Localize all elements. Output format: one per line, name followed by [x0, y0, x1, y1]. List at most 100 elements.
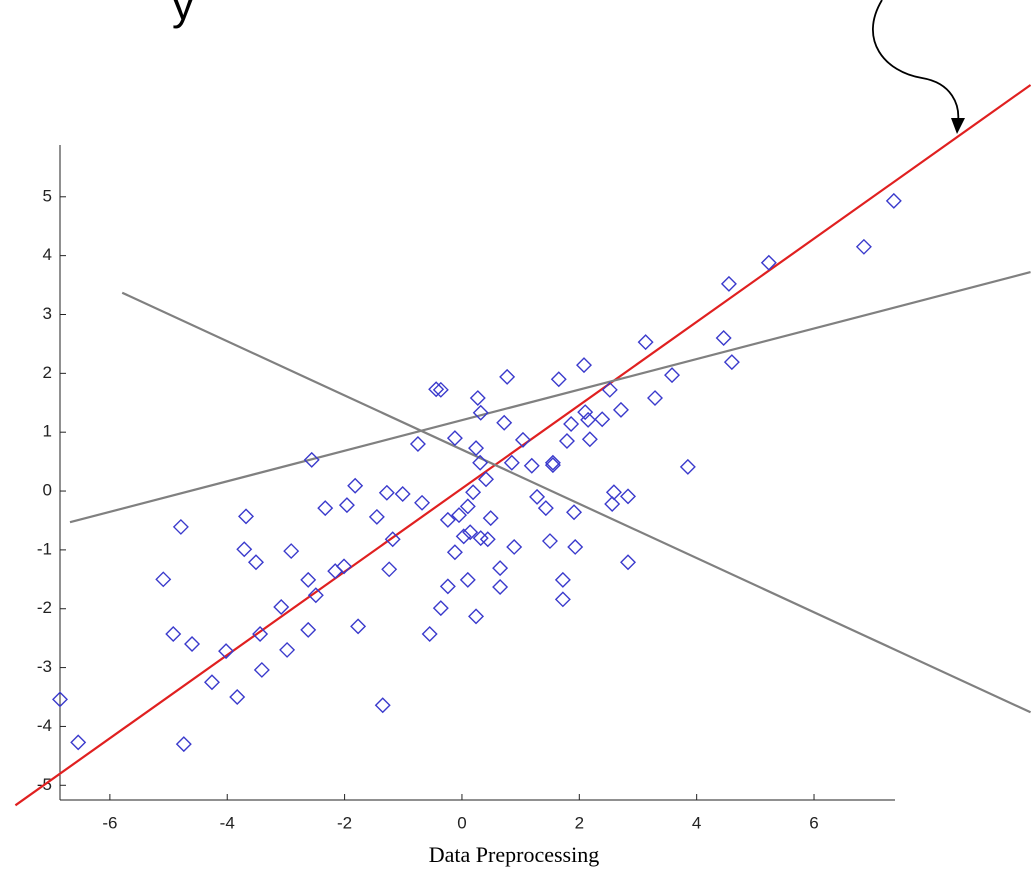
data-point — [394, 485, 411, 502]
data-point — [203, 674, 220, 691]
data-point — [469, 390, 486, 407]
data-point — [612, 401, 629, 418]
y-tick-label: 0 — [43, 481, 52, 500]
data-point — [554, 591, 571, 608]
data-point — [218, 643, 235, 660]
data-point — [446, 544, 463, 561]
y-tick-label: 5 — [43, 186, 52, 205]
data-point — [338, 497, 355, 514]
data-point — [184, 636, 201, 653]
data-point — [715, 330, 732, 347]
fit-line — [14, 84, 1031, 807]
data-point — [455, 528, 472, 545]
data-point — [523, 457, 540, 474]
data-point — [723, 354, 740, 371]
data-point — [620, 554, 637, 571]
data-point — [247, 554, 264, 571]
data-point — [468, 608, 485, 625]
data-point — [307, 587, 324, 604]
data-point — [350, 618, 367, 635]
data-point — [472, 454, 489, 471]
data-point — [229, 689, 246, 706]
data-point — [637, 334, 654, 351]
data-point — [468, 440, 485, 457]
data-point — [563, 415, 580, 432]
y-tick-label: -2 — [37, 598, 52, 617]
data-point — [172, 518, 189, 535]
data-point — [496, 414, 513, 431]
data-point — [252, 626, 269, 643]
data-point — [664, 367, 681, 384]
data-point — [760, 254, 777, 271]
data-point — [506, 538, 523, 555]
data-point — [529, 488, 546, 505]
x-tick-label: -2 — [337, 813, 352, 832]
y-tick-label: -4 — [37, 716, 52, 735]
data-point — [465, 484, 482, 501]
data-point — [492, 560, 509, 577]
data-point — [885, 192, 902, 209]
data-point — [544, 457, 561, 474]
data-point — [428, 381, 445, 398]
data-point — [514, 431, 531, 448]
data-point — [478, 471, 494, 488]
data-point — [581, 431, 598, 448]
data-point — [283, 543, 300, 560]
data-point — [620, 488, 637, 505]
data-point — [472, 404, 489, 421]
data-point — [576, 357, 592, 374]
data-point — [165, 626, 182, 643]
data-point — [300, 571, 317, 588]
data-point — [451, 507, 468, 524]
x-tick-label: 6 — [809, 813, 818, 832]
y-tick-label: 2 — [43, 363, 52, 382]
data-point — [567, 538, 584, 555]
data-point — [381, 561, 398, 578]
data-point — [720, 275, 737, 292]
data-point — [303, 451, 320, 468]
data-point — [155, 571, 172, 588]
data-point — [558, 433, 575, 450]
data-point — [238, 508, 255, 525]
y-tick-label: 4 — [43, 245, 52, 264]
data-point — [604, 495, 621, 512]
x-axis-label: Data Preprocessing — [429, 842, 599, 867]
data-point — [479, 531, 496, 548]
data-point — [253, 661, 270, 678]
data-point — [594, 411, 611, 428]
data-point — [472, 530, 489, 547]
data-point — [566, 504, 583, 521]
data-point — [537, 500, 554, 517]
x-tick-label: 2 — [575, 813, 584, 832]
data-point — [459, 498, 476, 515]
data-point — [432, 381, 449, 398]
data-point — [601, 381, 618, 398]
data-point — [347, 477, 364, 494]
arrow — [872, 0, 960, 123]
data-point — [432, 600, 449, 617]
y-tick-label: -3 — [37, 657, 52, 676]
data-point — [679, 458, 696, 475]
data-point — [503, 454, 520, 471]
data-point — [317, 500, 334, 517]
data-point — [492, 578, 509, 595]
x-tick-label: -4 — [220, 813, 235, 832]
data-point — [279, 641, 296, 658]
data-point — [462, 524, 479, 541]
data-point — [421, 626, 438, 643]
data-point — [384, 531, 401, 548]
data-point — [378, 484, 395, 501]
y-tick-label: 3 — [43, 304, 52, 323]
data-point — [446, 430, 463, 447]
data-point — [300, 621, 317, 638]
data-point — [439, 578, 456, 595]
data-point — [374, 697, 391, 714]
data-point — [499, 368, 516, 385]
data-point — [409, 435, 426, 452]
data-point — [605, 484, 622, 501]
data-point — [273, 598, 290, 615]
x-tick-label: -6 — [102, 813, 117, 832]
arrow-head — [951, 118, 965, 134]
